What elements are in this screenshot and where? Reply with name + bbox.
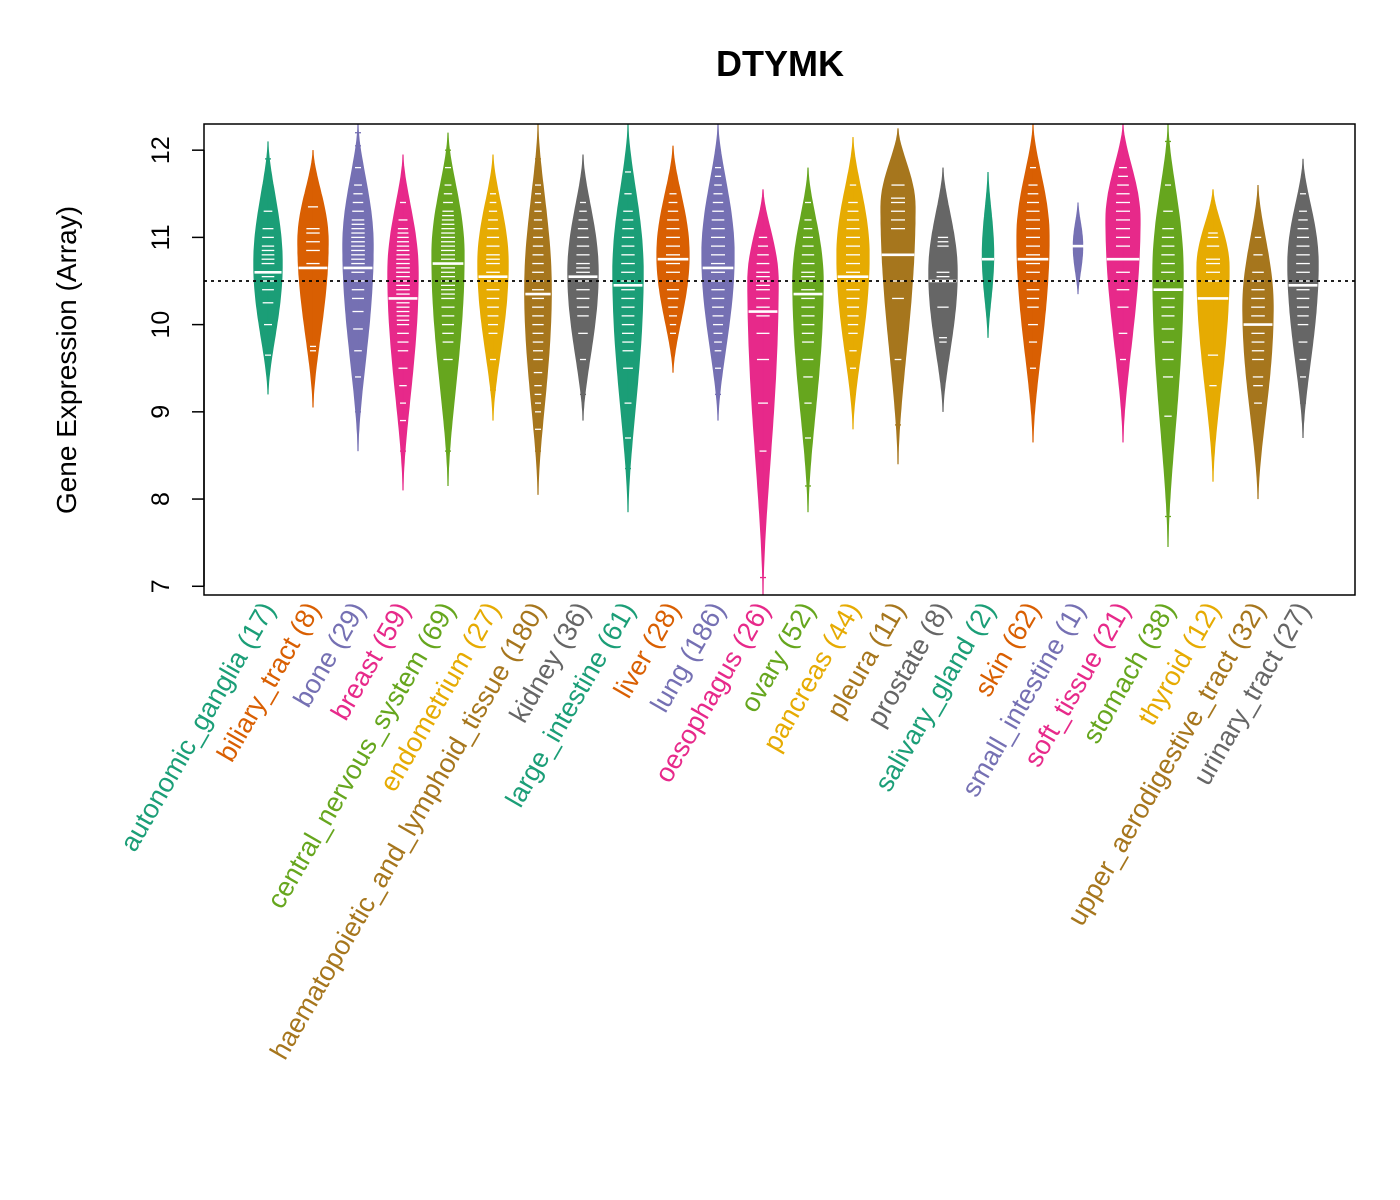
bean-ovary bbox=[792, 167, 824, 513]
y-axis-label: Gene Expression (Array) bbox=[51, 206, 82, 514]
bean-thyroid bbox=[1196, 189, 1230, 482]
chart-title: DTYMK bbox=[716, 43, 844, 84]
plot-frame bbox=[203, 123, 1356, 596]
y-tick-label: 8 bbox=[147, 492, 175, 506]
bean-bone bbox=[342, 124, 374, 452]
bean-upper_aerodigestive_tract bbox=[1242, 185, 1274, 500]
bean-skin bbox=[1016, 124, 1050, 443]
bean-haematopoietic_and_lymphoid_tissue bbox=[524, 124, 552, 495]
beans-layer bbox=[253, 124, 1319, 595]
bean-pancreas bbox=[836, 137, 870, 430]
bean-oesophagus bbox=[747, 189, 779, 595]
bean-stomach bbox=[1152, 124, 1184, 548]
y-tick-label: 11 bbox=[147, 224, 175, 250]
y-tick-label: 9 bbox=[147, 405, 175, 419]
bean-biliary_tract bbox=[297, 150, 329, 408]
bean-central_nervous_system bbox=[431, 132, 465, 487]
y-tick-label: 7 bbox=[147, 579, 175, 593]
y-tick-label: 10 bbox=[147, 311, 175, 339]
bean-large_intestine bbox=[612, 124, 644, 513]
bean-salivary_gland bbox=[981, 171, 995, 338]
bean-soft_tissue bbox=[1105, 124, 1141, 443]
bean-kidney bbox=[567, 154, 599, 421]
bean-pleura bbox=[880, 128, 916, 465]
bean-small_intestine bbox=[1072, 202, 1084, 295]
bean-urinary_tract bbox=[1287, 158, 1319, 439]
y-tick-label: 12 bbox=[147, 136, 175, 164]
bean-breast bbox=[387, 154, 419, 491]
bean-lung bbox=[701, 124, 735, 421]
bean-liver bbox=[656, 145, 690, 373]
bean-endometrium bbox=[477, 154, 509, 421]
bean-prostate bbox=[928, 167, 958, 412]
x-axis-category-labels: autonomic_ganglia (17)biliary_tract (8)b… bbox=[114, 597, 1316, 1064]
y-axis: 7 8 9 10 11 12 bbox=[147, 136, 205, 593]
bean-autonomic_ganglia bbox=[253, 141, 283, 395]
